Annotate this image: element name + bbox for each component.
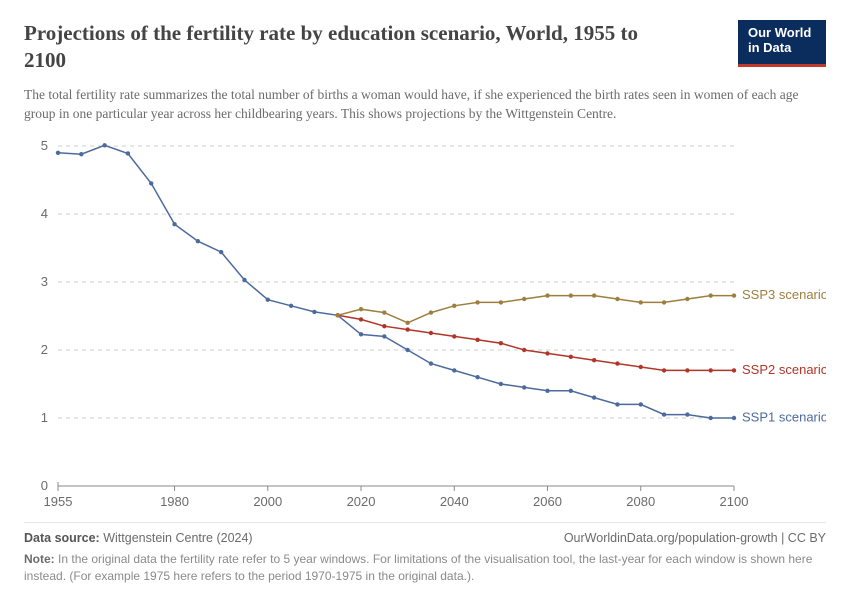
x-tick-label: 2020 xyxy=(347,494,376,509)
data-point xyxy=(382,334,386,338)
data-point xyxy=(56,150,60,154)
x-tick-label: 2060 xyxy=(533,494,562,509)
y-tick-label: 0 xyxy=(41,478,48,493)
data-point xyxy=(545,293,549,297)
data-point xyxy=(569,293,573,297)
data-point xyxy=(615,297,619,301)
x-tick-label: 1955 xyxy=(44,494,73,509)
data-point xyxy=(662,300,666,304)
x-tick-label: 2100 xyxy=(720,494,749,509)
data-point xyxy=(475,300,479,304)
owid-logo: Our World in Data xyxy=(738,20,826,67)
data-point xyxy=(452,303,456,307)
data-point xyxy=(219,250,223,254)
data-point xyxy=(569,354,573,358)
data-point xyxy=(592,395,596,399)
data-point xyxy=(172,222,176,226)
data-point xyxy=(429,331,433,335)
data-point xyxy=(266,297,270,301)
y-tick-label: 4 xyxy=(41,206,48,221)
data-point xyxy=(732,368,736,372)
data-point xyxy=(615,361,619,365)
x-tick-label: 2000 xyxy=(253,494,282,509)
x-tick-label: 2080 xyxy=(626,494,655,509)
data-point xyxy=(405,327,409,331)
data-source: Data source: Wittgenstein Centre (2024) xyxy=(24,531,253,545)
data-point xyxy=(382,310,386,314)
y-tick-label: 3 xyxy=(41,274,48,289)
data-point xyxy=(569,388,573,392)
data-point xyxy=(196,239,200,243)
footnote-text: In the original data the fertility rate … xyxy=(24,552,812,583)
data-point xyxy=(592,293,596,297)
data-point xyxy=(336,313,340,317)
data-source-label: Data source: xyxy=(24,531,100,545)
data-point xyxy=(79,152,83,156)
x-tick-label: 1980 xyxy=(160,494,189,509)
series-line xyxy=(338,295,734,322)
data-point xyxy=(359,332,363,336)
data-point xyxy=(405,320,409,324)
data-point xyxy=(662,412,666,416)
data-point xyxy=(732,293,736,297)
data-point xyxy=(499,382,503,386)
logo-line2: in Data xyxy=(748,41,816,56)
data-point xyxy=(405,348,409,352)
data-point xyxy=(359,317,363,321)
data-point xyxy=(359,307,363,311)
data-source-value: Wittgenstein Centre (2024) xyxy=(103,531,252,545)
line-chart: 0 1 2 3 4 5 1955 1980 2000 2020 2040 2060 2080 2100 SS… xyxy=(24,138,826,516)
series-label: SSP2 scenario xyxy=(742,362,826,377)
data-point xyxy=(662,368,666,372)
data-point xyxy=(452,334,456,338)
data-point xyxy=(708,416,712,420)
series-label: SSP3 scenario xyxy=(742,287,826,302)
data-point xyxy=(312,309,316,313)
chart-area: 0 1 2 3 4 5 1955 1980 2000 2020 2040 2060 2080 2100 SS… xyxy=(24,138,826,516)
data-point xyxy=(289,303,293,307)
data-point xyxy=(639,300,643,304)
logo-line1: Our World xyxy=(748,26,816,41)
data-point xyxy=(639,402,643,406)
footnote-label: Note: xyxy=(24,552,55,566)
y-tick-label: 1 xyxy=(41,410,48,425)
series-label: SSP1 scenario xyxy=(742,409,826,424)
data-point xyxy=(685,412,689,416)
data-point xyxy=(429,361,433,365)
data-point xyxy=(522,348,526,352)
data-point xyxy=(499,341,503,345)
x-tick-label: 2040 xyxy=(440,494,469,509)
data-point xyxy=(545,388,549,392)
y-tick-label: 5 xyxy=(41,138,48,153)
data-point xyxy=(126,151,130,155)
data-point xyxy=(708,368,712,372)
data-point xyxy=(429,310,433,314)
data-point xyxy=(522,297,526,301)
data-point xyxy=(685,368,689,372)
data-point xyxy=(475,375,479,379)
data-point xyxy=(545,351,549,355)
data-point xyxy=(382,324,386,328)
y-tick-label: 2 xyxy=(41,342,48,357)
data-point xyxy=(685,297,689,301)
data-point xyxy=(475,337,479,341)
data-point xyxy=(499,300,503,304)
series-line xyxy=(338,315,734,370)
data-point xyxy=(102,143,106,147)
data-point xyxy=(149,181,153,185)
data-point xyxy=(452,368,456,372)
page-subtitle: The total fertility rate summarizes the … xyxy=(24,85,814,124)
attribution-text: OurWorldinData.org/population-growth | C… xyxy=(564,531,826,545)
data-point xyxy=(708,293,712,297)
data-point xyxy=(615,402,619,406)
data-point xyxy=(732,416,736,420)
data-point xyxy=(639,365,643,369)
data-point xyxy=(242,277,246,281)
data-point xyxy=(522,385,526,389)
chart-footer: Data source: Wittgenstein Centre (2024) … xyxy=(24,522,826,585)
page-title: Projections of the fertility rate by edu… xyxy=(24,20,674,75)
data-point xyxy=(592,358,596,362)
footnote: Note: In the original data the fertility… xyxy=(24,551,826,585)
